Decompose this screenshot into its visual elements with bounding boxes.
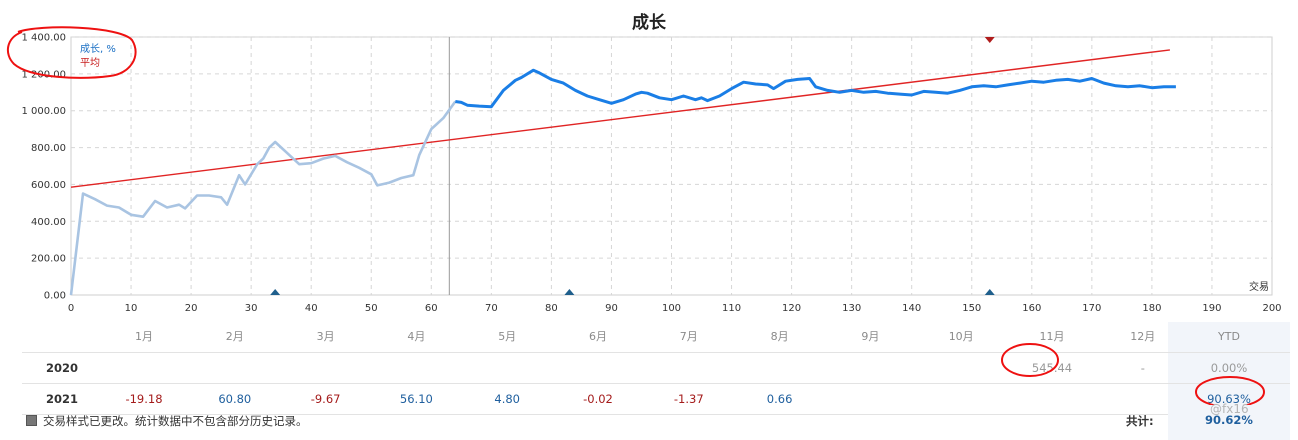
x-tick-label: 20 (185, 303, 198, 314)
deposit-marker (564, 289, 575, 295)
table-header-row: 1月 2月 3月 4月 5月 6月 7月 8月 9月 10月 11月 12月 YTD (22, 322, 1290, 353)
month-header: 1月 (135, 330, 153, 343)
month-header: 4月 (407, 330, 426, 343)
year-label: 2020 (45, 361, 78, 375)
month-header: 7月 (679, 330, 698, 343)
x-tick-label: 120 (782, 303, 801, 314)
month-header: 2月 (225, 330, 244, 343)
x-tick-label: 200 (1262, 303, 1281, 314)
ytd-value: 0.00% (1210, 361, 1248, 375)
month-header: 9月 (861, 330, 880, 343)
annotation-ellipse-legend (6, 26, 137, 79)
month-value: 56.10 (399, 392, 433, 406)
series-average-line (70, 49, 1171, 188)
month-value: -19.18 (125, 392, 163, 406)
marker-layer (270, 37, 995, 295)
month-value: 60.80 (218, 392, 252, 406)
year-label: 2021 (45, 392, 78, 406)
x-tick-label: 130 (842, 303, 861, 314)
month-value: -0.02 (583, 392, 613, 406)
series-growth-history-line (69, 100, 457, 296)
x-tick-label: 60 (425, 303, 438, 314)
month-header: 6月 (589, 330, 607, 343)
y-tick-label: 400.00 (31, 217, 66, 228)
x-tick-label: 160 (1022, 303, 1041, 314)
month-value: -1.37 (673, 392, 704, 406)
x-tick-label: 10 (125, 303, 138, 314)
month-value: 545.44 (1031, 361, 1073, 375)
y-tick-label: 600.00 (31, 180, 66, 191)
month-header: 3月 (316, 330, 335, 343)
total-label: 共计: (1126, 414, 1154, 428)
month-value: 0.66 (766, 392, 793, 406)
month-header: 8月 (770, 330, 789, 343)
legend-item-average: 平均 (80, 57, 100, 69)
table-row: 2020 545.44 - 0.00% (22, 353, 1290, 384)
ytd-header: YTD (1218, 330, 1240, 343)
month-header: 12月 (1130, 330, 1156, 343)
y-tick-label: 800.00 (31, 143, 66, 154)
y-tick-label: 200.00 (31, 254, 66, 265)
legend-item-growth: 成长, % (80, 43, 116, 55)
table-annotations (1001, 343, 1265, 408)
x-tick-label: 170 (1082, 303, 1101, 314)
deposit-marker (984, 289, 995, 295)
x-axis-label: 交易 (1249, 280, 1269, 293)
x-tick-label: 100 (662, 303, 681, 314)
x-tick-label: 80 (545, 303, 558, 314)
total-value: 90.62% (1205, 413, 1253, 427)
watermark-text: @fx16 (1210, 402, 1249, 416)
y-tick-label: 1 400.00 (21, 33, 66, 44)
grid-layer (70, 36, 1273, 296)
annotation-ellipse-nov (1001, 343, 1059, 377)
x-tick-label: 0 (68, 303, 74, 314)
legend-layer: 成长, % 平均 (80, 43, 116, 69)
x-tick-label: 180 (1142, 303, 1161, 314)
x-tick-label: 40 (305, 303, 318, 314)
y-tick-label: 1 000.00 (21, 106, 66, 117)
x-tick-label: 50 (365, 303, 378, 314)
chart-title: 成长 (632, 13, 666, 33)
series-growth-current-line (455, 68, 1176, 109)
y-tick-label: 0.00 (44, 291, 66, 302)
ytd-column-bg (1168, 322, 1290, 414)
info-square-icon (26, 415, 37, 426)
x-tick-label: 140 (902, 303, 921, 314)
x-tick-label: 90 (605, 303, 618, 314)
ytd-value: 90.63% (1207, 392, 1251, 406)
month-header: 5月 (498, 330, 517, 343)
month-value: -9.67 (310, 392, 341, 406)
month-header: 10月 (948, 330, 974, 343)
x-tick-label: 30 (245, 303, 258, 314)
table-row: 2021 -19.18 60.80 -9.67 56.10 4.80 -0.02 -1.37 0… (22, 384, 1290, 415)
month-value: - (1140, 361, 1145, 375)
deposit-marker (270, 289, 281, 295)
month-value: 4.80 (494, 392, 520, 406)
month-header: 11月 (1039, 330, 1065, 343)
x-tick-label: 190 (1202, 303, 1221, 314)
footnote-text: 交易样式已更改。统计数据中不包含部分历史记录。 (43, 414, 308, 428)
history-footnote: 交易样式已更改。统计数据中不包含部分历史记录。 (26, 413, 308, 429)
x-tick-label: 110 (722, 303, 741, 314)
withdrawal-marker (984, 37, 995, 43)
x-tick-label: 150 (962, 303, 981, 314)
series-layer (69, 49, 1176, 296)
total-box (1168, 405, 1290, 440)
x-tick-label: 70 (485, 303, 498, 314)
annotation-marks (6, 26, 137, 79)
